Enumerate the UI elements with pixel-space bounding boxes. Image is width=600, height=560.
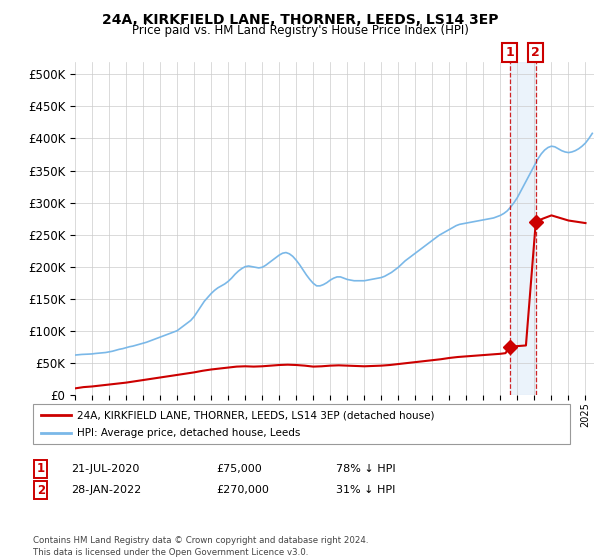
Text: 2: 2 [532,46,540,59]
Text: Price paid vs. HM Land Registry's House Price Index (HPI): Price paid vs. HM Land Registry's House … [131,24,469,37]
Bar [509,62,536,395]
Text: £270,000: £270,000 [216,485,269,495]
Text: £75,000: £75,000 [216,464,262,474]
Text: 24A, KIRKFIELD LANE, THORNER, LEEDS, LS14 3EP: 24A, KIRKFIELD LANE, THORNER, LEEDS, LS1… [102,13,498,27]
Text: 31% ↓ HPI: 31% ↓ HPI [336,485,395,495]
Text: 1: 1 [505,46,514,59]
Text: Contains HM Land Registry data © Crown copyright and database right 2024.
This d: Contains HM Land Registry data © Crown c… [33,536,368,557]
Text: 28-JAN-2022: 28-JAN-2022 [71,485,141,495]
Text: 21-JUL-2020: 21-JUL-2020 [71,464,139,474]
Text: HPI: Average price, detached house, Leeds: HPI: Average price, detached house, Leed… [77,427,300,437]
Text: 78% ↓ HPI: 78% ↓ HPI [336,464,395,474]
Text: 2: 2 [37,483,45,497]
Text: 1: 1 [37,462,45,475]
Text: 24A, KIRKFIELD LANE, THORNER, LEEDS, LS14 3EP (detached house): 24A, KIRKFIELD LANE, THORNER, LEEDS, LS1… [77,410,434,421]
